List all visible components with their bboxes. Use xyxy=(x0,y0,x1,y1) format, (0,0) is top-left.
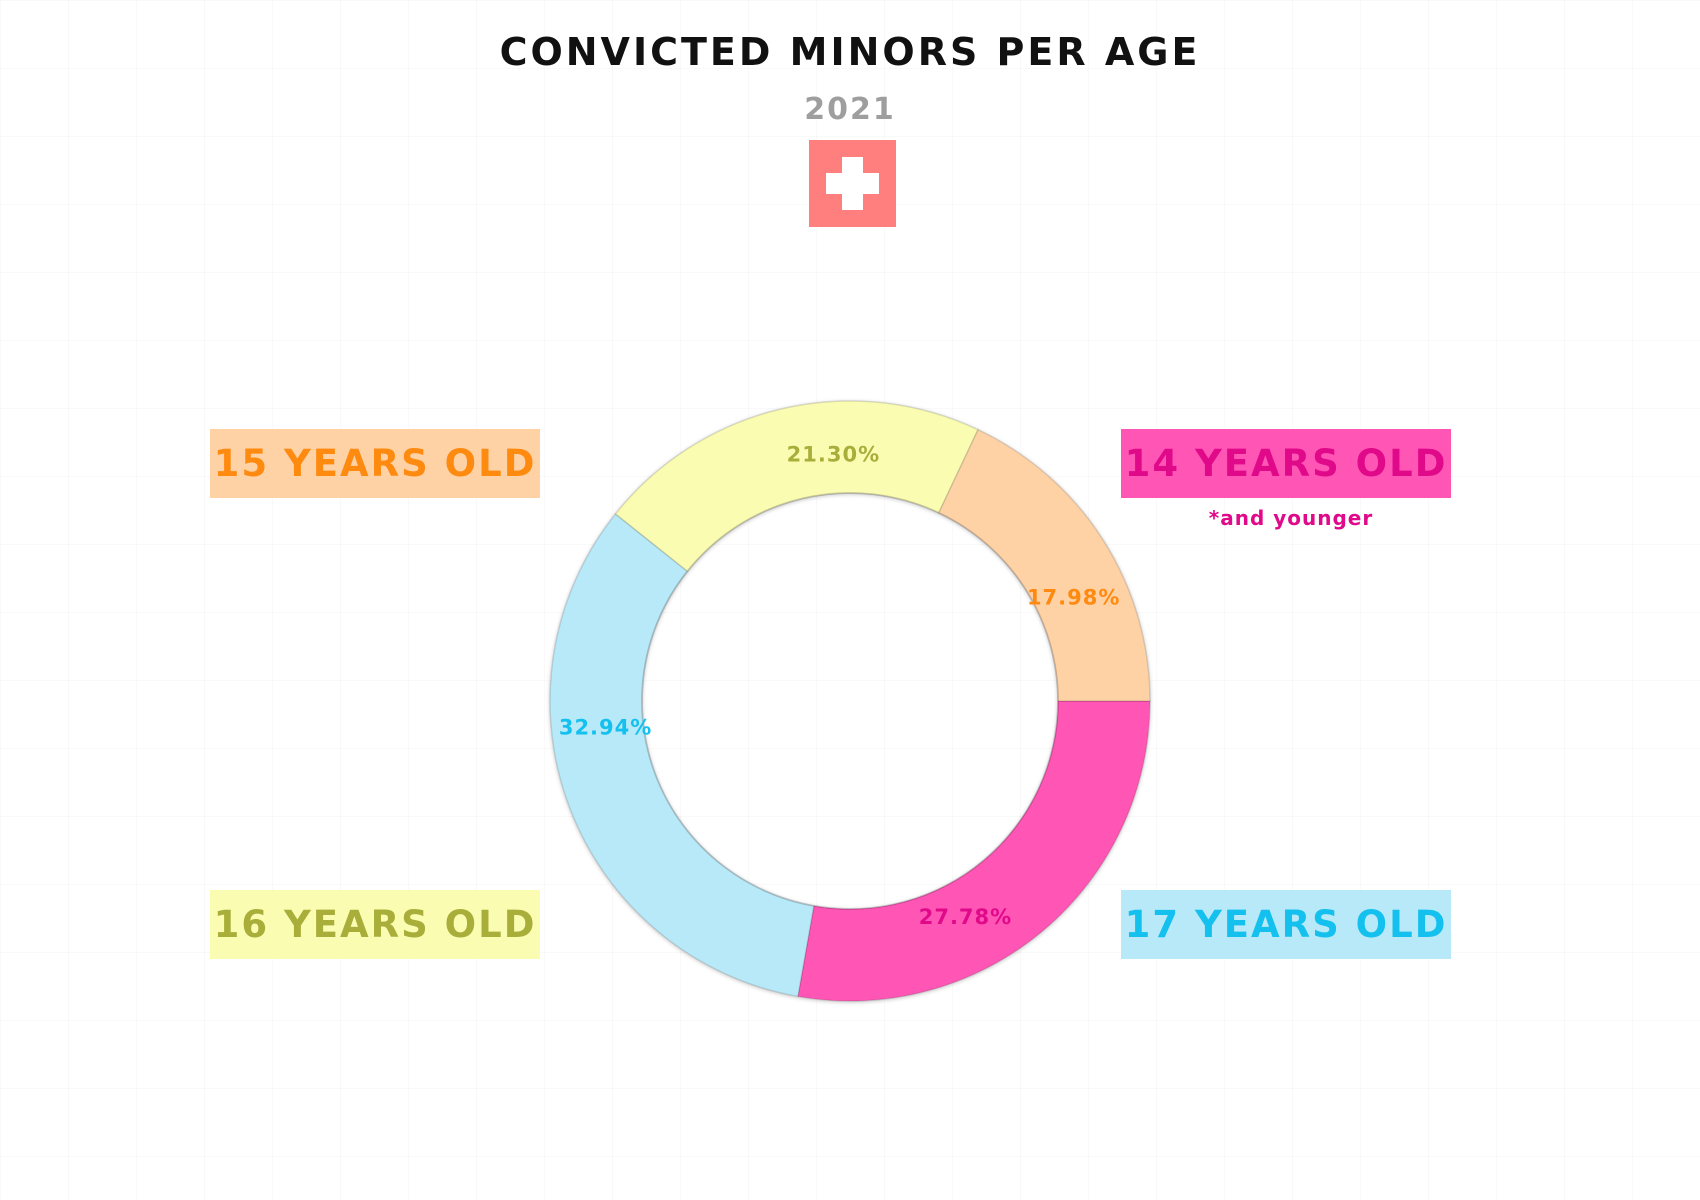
chart-subtitle: 2021 xyxy=(804,92,896,127)
donut-slice-14-years-old xyxy=(796,700,1151,1002)
swiss-flag-icon xyxy=(809,140,896,227)
chart-title: CONVICTED MINORS PER AGE xyxy=(499,30,1201,74)
donut-slice-16-years-old xyxy=(614,400,980,573)
flag-cross-horizontal xyxy=(826,173,879,194)
donut-slice-17-years-old xyxy=(549,512,815,998)
donut-slice-15-years-old xyxy=(937,428,1151,702)
donut-slices xyxy=(549,400,1151,1002)
legend-16-years: 16 YEARS OLD xyxy=(210,890,540,959)
donut-value-label: 27.78% xyxy=(919,905,1012,929)
donut-inner-edge xyxy=(641,492,1059,910)
donut-value-label: 17.98% xyxy=(1027,586,1120,610)
donut-value-labels: 27.78% 32.94% 21.30% 17.98% xyxy=(559,443,1120,930)
donut-value-label: 32.94% xyxy=(559,716,652,740)
legend-note-and-younger: *and younger xyxy=(1208,506,1374,530)
legend-15-years: 15 YEARS OLD xyxy=(210,429,540,498)
donut-value-label: 21.30% xyxy=(787,443,880,467)
legend-14-years: 14 YEARS OLD xyxy=(1121,429,1451,498)
legend-17-years: 17 YEARS OLD xyxy=(1121,890,1451,959)
